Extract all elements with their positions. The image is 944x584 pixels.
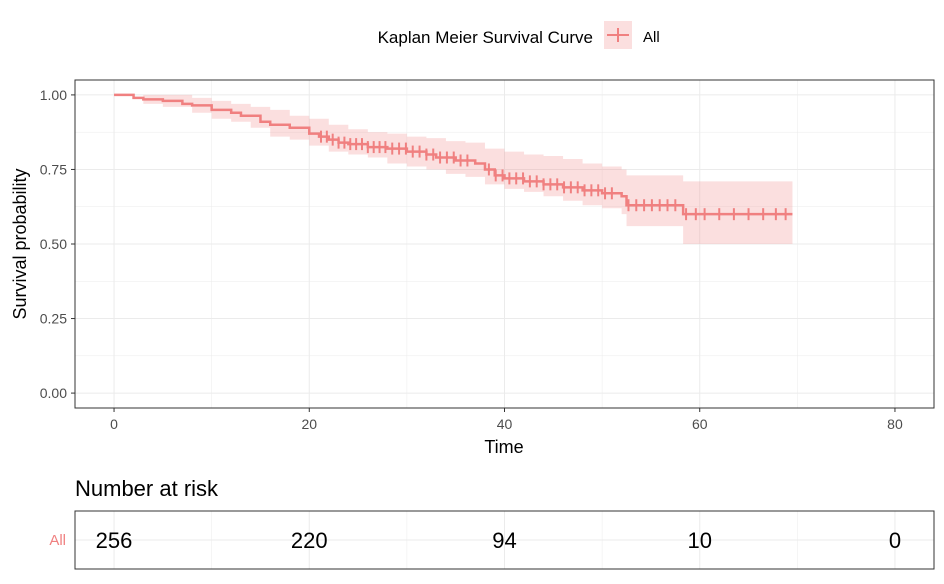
survival-curve <box>114 93 793 216</box>
risk-table-border <box>74 510 935 570</box>
y-tick-label: 0.25 <box>40 311 67 327</box>
risk-value: 10 <box>687 528 711 553</box>
risk-table-title: Number at risk <box>75 476 219 501</box>
grid <box>75 80 934 408</box>
x-tick-label: 80 <box>887 416 903 432</box>
censor-marks <box>319 130 787 221</box>
risk-row-label-all: All <box>49 532 66 549</box>
confidence-band <box>114 94 793 244</box>
risk-value: 0 <box>889 528 901 553</box>
legend: Kaplan Meier Survival Curve All <box>378 21 660 49</box>
x-axis-ticks: 0 20 40 60 80 <box>110 408 903 432</box>
risk-value: 220 <box>291 528 328 553</box>
risk-value: 94 <box>492 528 516 553</box>
plot-panel: 0 20 40 60 80 0.00 0.25 0.50 0.75 1.00 <box>40 79 935 432</box>
legend-entry-all: All <box>643 29 660 46</box>
risk-value: 256 <box>96 528 133 553</box>
y-tick-label: 0.00 <box>40 385 67 401</box>
y-axis-title: Survival probability <box>10 168 30 319</box>
y-tick-label: 1.00 <box>40 87 67 103</box>
x-tick-label: 0 <box>110 416 118 432</box>
risk-table: Number at risk All 256 220 94 10 0 <box>49 476 935 570</box>
x-tick-label: 20 <box>301 416 317 432</box>
legend-title: Kaplan Meier Survival Curve <box>378 28 593 47</box>
risk-values: 256 220 94 10 0 <box>96 528 901 553</box>
y-tick-label: 0.50 <box>40 236 67 252</box>
x-axis-title: Time <box>484 437 523 457</box>
x-tick-label: 60 <box>692 416 708 432</box>
y-tick-label: 0.75 <box>40 161 67 177</box>
x-tick-label: 40 <box>497 416 513 432</box>
y-axis-ticks: 0.00 0.25 0.50 0.75 1.00 <box>40 87 75 401</box>
risk-table-grid <box>75 511 934 569</box>
